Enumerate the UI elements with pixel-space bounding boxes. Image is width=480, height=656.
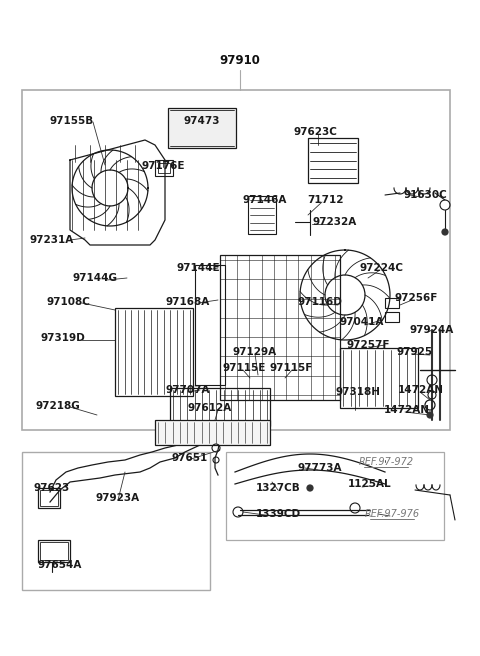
Circle shape — [442, 229, 448, 235]
Text: 91630C: 91630C — [403, 190, 447, 200]
Text: 97168A: 97168A — [166, 297, 210, 307]
Text: 97623C: 97623C — [293, 127, 337, 137]
Text: 97231A: 97231A — [30, 235, 74, 245]
Text: 97224C: 97224C — [360, 263, 404, 273]
Bar — [195, 265, 225, 385]
Text: 97108C: 97108C — [46, 297, 90, 307]
Bar — [385, 312, 399, 322]
Text: 97651: 97651 — [172, 453, 208, 463]
Text: 97176E: 97176E — [141, 161, 185, 171]
Bar — [155, 420, 270, 445]
Text: 97041A: 97041A — [340, 317, 384, 327]
Text: 97144G: 97144G — [72, 273, 118, 283]
Text: 97910: 97910 — [219, 54, 261, 66]
Text: REF.97-976: REF.97-976 — [364, 509, 420, 519]
Text: 97232A: 97232A — [313, 217, 357, 227]
Bar — [170, 388, 270, 426]
Text: 97925: 97925 — [397, 347, 433, 357]
Text: 97773A: 97773A — [298, 463, 342, 473]
Text: 71712: 71712 — [307, 195, 343, 205]
Text: 97115F: 97115F — [269, 363, 312, 373]
Text: 1327CB: 1327CB — [256, 483, 300, 493]
Bar — [38, 488, 60, 508]
Text: 97155B: 97155B — [50, 116, 94, 126]
Bar — [38, 540, 70, 562]
Circle shape — [307, 485, 313, 491]
Bar — [158, 163, 170, 173]
Bar — [115, 308, 193, 396]
Bar — [22, 452, 210, 590]
Bar — [385, 298, 399, 308]
Text: 1125AL: 1125AL — [348, 479, 392, 489]
Text: 97654A: 97654A — [38, 560, 82, 570]
Circle shape — [427, 412, 433, 418]
Text: 97129A: 97129A — [233, 347, 277, 357]
Text: 97707A: 97707A — [166, 385, 210, 395]
Text: 97257F: 97257F — [346, 340, 390, 350]
Text: 97115E: 97115E — [222, 363, 266, 373]
Text: 97319D: 97319D — [41, 333, 85, 343]
Text: 1472AN: 1472AN — [398, 385, 444, 395]
Text: 97218G: 97218G — [36, 401, 80, 411]
Bar — [226, 452, 444, 540]
Text: 97116D: 97116D — [298, 297, 342, 307]
Bar — [340, 348, 418, 408]
Text: 1339CD: 1339CD — [255, 509, 300, 519]
Bar — [40, 490, 58, 506]
Text: 97924A: 97924A — [410, 325, 454, 335]
Text: 97146A: 97146A — [243, 195, 287, 205]
Bar — [155, 160, 173, 176]
Text: 97473: 97473 — [184, 116, 220, 126]
Bar — [220, 255, 340, 400]
Bar — [168, 108, 236, 148]
Text: 97923A: 97923A — [96, 493, 140, 503]
Text: REF.97-972: REF.97-972 — [359, 457, 414, 467]
Text: 97256F: 97256F — [394, 293, 438, 303]
Bar — [248, 196, 276, 234]
Bar — [308, 138, 358, 183]
Text: 1472AN: 1472AN — [384, 405, 430, 415]
Text: 97144E: 97144E — [176, 263, 220, 273]
Bar — [40, 542, 68, 560]
Text: 97318H: 97318H — [336, 387, 381, 397]
Text: 97623: 97623 — [34, 483, 70, 493]
Text: 97612A: 97612A — [188, 403, 232, 413]
Bar — [22, 90, 450, 430]
